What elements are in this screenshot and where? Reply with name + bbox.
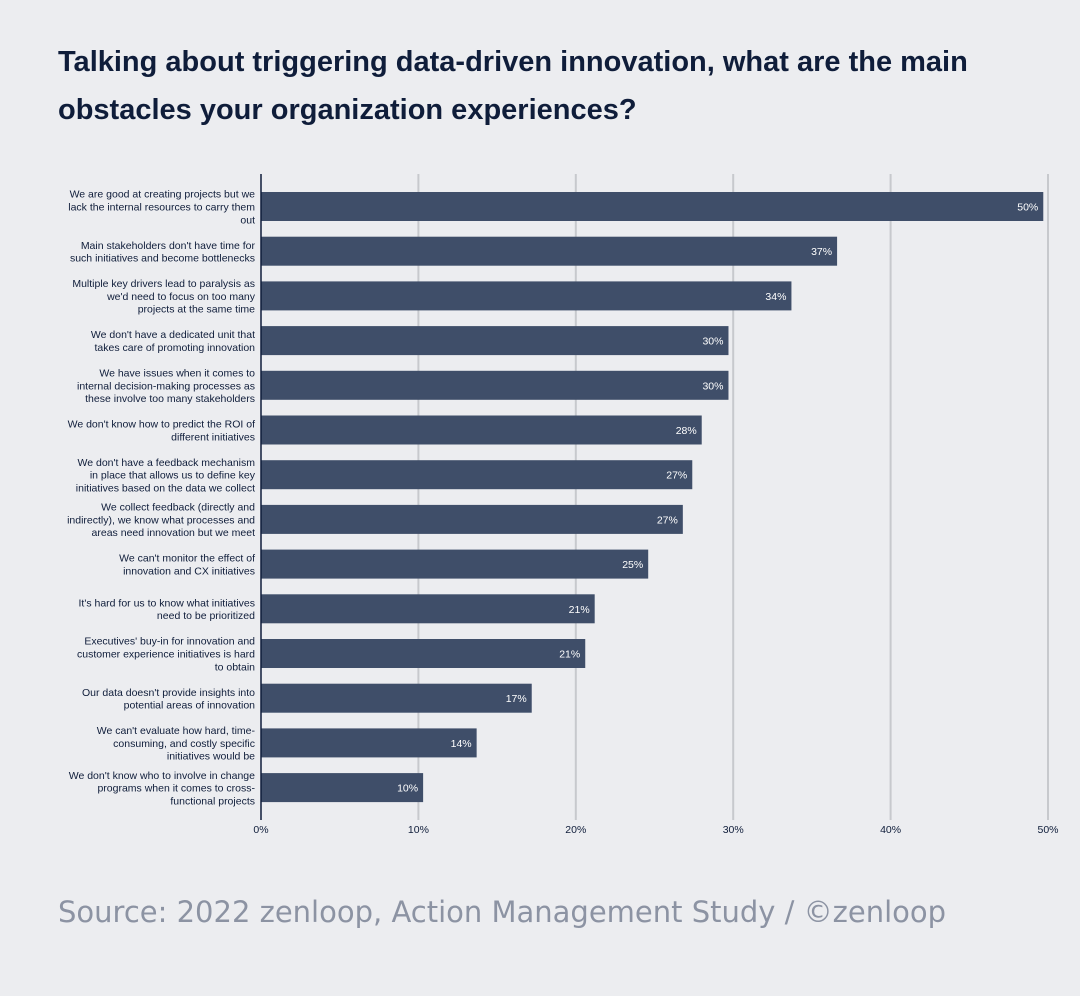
bar: [261, 639, 586, 668]
category-label: It's hard for us to know what initiative…: [78, 597, 255, 622]
bar: [261, 370, 729, 400]
bar: [261, 683, 532, 713]
bar-value-label: 17%: [506, 693, 527, 705]
bar-value-label: 21%: [569, 604, 590, 616]
category-label: Main stakeholders don't have time for suc…: [70, 240, 256, 265]
category-label: We can't monitor the effect of innovation…: [119, 553, 255, 578]
category-label: We don't have a dedicated unit that takes…: [91, 329, 255, 354]
bar: [261, 281, 792, 311]
bar: [261, 236, 838, 266]
bar-value-label: 28%: [676, 425, 697, 437]
bar-value-label: 21%: [559, 649, 580, 661]
bar-value-label: 30%: [702, 380, 723, 392]
bar: [261, 504, 683, 534]
category-label: We don't have a feedback mechanism in pla…: [76, 457, 256, 495]
bar: [261, 594, 595, 624]
x-tick-label: 50%: [1037, 824, 1058, 836]
source-note: Source: 2022 zenloop, Action Management …: [58, 895, 947, 929]
category-label: We don't know who to involve in change pr…: [69, 770, 256, 808]
x-tick-label: 30%: [723, 824, 744, 836]
bar: [261, 415, 702, 445]
bar-value-label: 14%: [451, 738, 472, 750]
bar-value-label: 10%: [397, 783, 418, 795]
category-label: Multiple key drivers lead to paralysis a…: [72, 278, 255, 316]
category-label: Executives' buy-in for innovation and cus…: [77, 636, 255, 674]
category-label: We collect feedback (directly and indirec…: [67, 502, 255, 540]
bar-chart: 0% 10% 20% 30% 40% 50% 50% We are good at creat…: [0, 160, 1080, 850]
x-tick-label: 10%: [408, 824, 429, 836]
bar: [261, 773, 424, 803]
bar-value-label: 25%: [622, 559, 643, 571]
bar: [261, 549, 649, 579]
category-label: We are good at creating projects but we l…: [68, 189, 255, 227]
bar-value-label: 37%: [811, 246, 832, 258]
category-label: We can't evaluate how hard, time-consumi…: [97, 725, 256, 763]
x-tick-label: 20%: [565, 824, 586, 836]
x-tick-label: 0%: [253, 824, 268, 836]
category-label: We don't know how to predict the ROI of d…: [68, 419, 255, 444]
bar: [261, 728, 477, 758]
bar-value-label: 27%: [666, 470, 687, 482]
bar-value-label: 27%: [657, 514, 678, 526]
bar-value-label: 34%: [765, 291, 786, 303]
bar: [261, 192, 1044, 221]
x-tick-label: 40%: [880, 824, 901, 836]
bar-value-label: 50%: [1017, 202, 1038, 214]
category-label: Our data doesn't provide insights into po…: [82, 687, 255, 712]
chart-svg: 0% 10% 20% 30% 40% 50% 50% We are good at creat…: [67, 174, 1059, 836]
bar-value-label: 30%: [702, 336, 723, 348]
category-label: We have issues when it comes to internal …: [77, 368, 255, 406]
bar: [261, 326, 729, 356]
chart-title: Talking about triggering data-driven inn…: [58, 46, 968, 126]
bar: [261, 460, 693, 490]
